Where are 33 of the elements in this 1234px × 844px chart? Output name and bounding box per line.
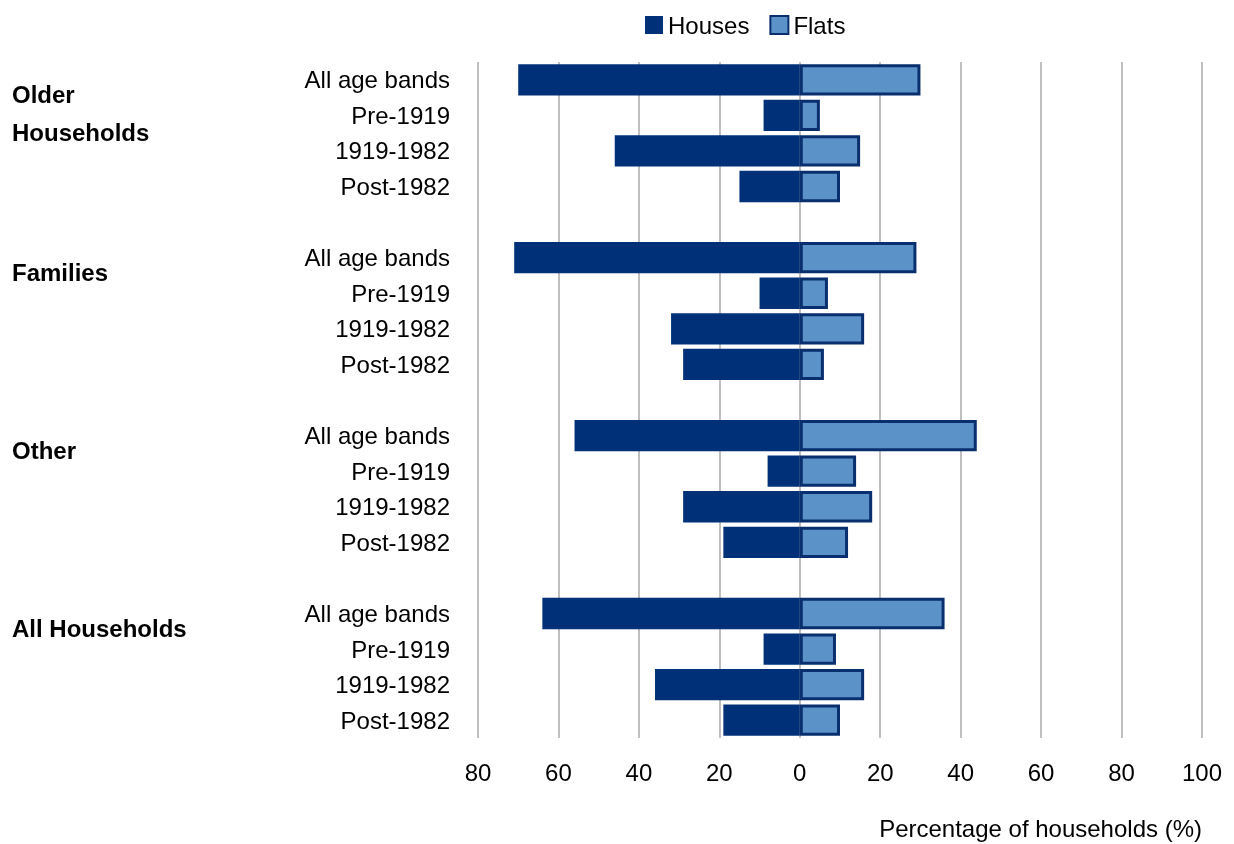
x-tick-label: 20 (866, 758, 894, 786)
y-tick-label: All age bands (304, 422, 450, 450)
x-axis-title: Percentage of households (%) (879, 814, 1202, 842)
y-tick-label: 1919-1982 (335, 493, 450, 521)
text: Other (12, 437, 77, 465)
y-tick-label: Post-1982 (340, 528, 450, 556)
y-tick-label: Pre-1919 (351, 457, 450, 485)
x-tick-label: 40 (625, 758, 653, 786)
y-tick-label: All age bands (304, 244, 450, 272)
y-tick-label: Post-1982 (340, 173, 450, 201)
y-tick-label: 1919-1982 (335, 315, 450, 343)
y-tick-label: All age bands (304, 599, 450, 627)
text: Older Households (12, 81, 150, 147)
legend-label: Houses (668, 11, 750, 39)
y-tick-label: Pre-1919 (351, 635, 450, 663)
x-tick-label: 20 (705, 758, 733, 786)
x-tick-label: 80 (464, 758, 492, 786)
x-tick-label: 60 (1027, 758, 1055, 786)
text: Families (12, 259, 109, 287)
y-tick-label: Post-1982 (340, 350, 450, 378)
legend-label: Flats (793, 11, 846, 39)
y-tick-label: Pre-1919 (351, 101, 450, 129)
x-tick-label: 100 (1181, 758, 1223, 786)
y-tick-label: 1919-1982 (335, 137, 450, 165)
y-tick-label: All age bands (304, 66, 450, 94)
y-tick-label: Pre-1919 (351, 279, 450, 307)
x-tick-label: 40 (947, 758, 975, 786)
y-tick-label: Post-1982 (340, 706, 450, 734)
x-tick-label: 0 (793, 758, 807, 786)
x-tick-label: 80 (1108, 758, 1135, 786)
text: All Households (12, 614, 187, 642)
y-tick-label: 1919-1982 (335, 671, 450, 699)
x-tick-label: 60 (545, 758, 572, 786)
